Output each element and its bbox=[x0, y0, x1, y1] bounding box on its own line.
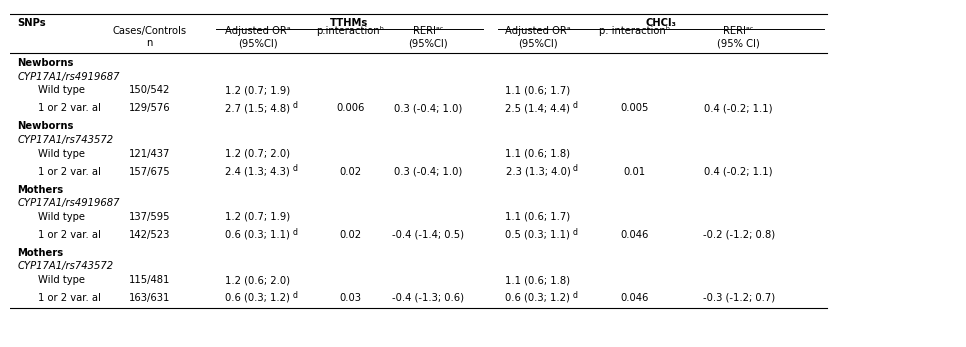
Text: (95%CI): (95%CI) bbox=[238, 38, 277, 48]
Text: d: d bbox=[573, 291, 578, 300]
Text: 1 or 2 var. al: 1 or 2 var. al bbox=[38, 167, 100, 177]
Text: 137/595: 137/595 bbox=[129, 212, 171, 222]
Text: 0.03: 0.03 bbox=[339, 293, 361, 303]
Text: n: n bbox=[147, 38, 153, 48]
Text: TTHMs: TTHMs bbox=[329, 17, 368, 27]
Text: CYP17A1/rs4919687: CYP17A1/rs4919687 bbox=[17, 72, 120, 82]
Text: 1 or 2 var. al: 1 or 2 var. al bbox=[38, 103, 100, 113]
Text: Cases/Controls: Cases/Controls bbox=[113, 26, 186, 36]
Text: -0.2 (-1.2; 0.8): -0.2 (-1.2; 0.8) bbox=[702, 230, 775, 240]
Text: 0.3 (-0.4; 1.0): 0.3 (-0.4; 1.0) bbox=[394, 103, 462, 113]
Text: Newborns: Newborns bbox=[17, 58, 73, 68]
Text: 142/523: 142/523 bbox=[129, 230, 170, 240]
Text: 0.4 (-0.2; 1.1): 0.4 (-0.2; 1.1) bbox=[704, 167, 773, 177]
Text: Adjusted ORᵃ: Adjusted ORᵃ bbox=[505, 26, 571, 36]
Text: (95% CI): (95% CI) bbox=[717, 38, 760, 48]
Text: 0.6 (0.3; 1.2): 0.6 (0.3; 1.2) bbox=[225, 293, 290, 303]
Text: 0.01: 0.01 bbox=[623, 167, 645, 177]
Text: 163/631: 163/631 bbox=[129, 293, 170, 303]
Text: Wild type: Wild type bbox=[38, 212, 85, 222]
Text: 0.5 (0.3; 1.1): 0.5 (0.3; 1.1) bbox=[505, 230, 570, 240]
Text: CYP17A1/rs743572: CYP17A1/rs743572 bbox=[17, 261, 113, 271]
Text: 0.046: 0.046 bbox=[620, 293, 648, 303]
Text: 1.1 (0.6; 1.7): 1.1 (0.6; 1.7) bbox=[505, 212, 571, 222]
Text: CYP17A1/rs743572: CYP17A1/rs743572 bbox=[17, 135, 113, 145]
Text: 0.02: 0.02 bbox=[339, 230, 361, 240]
Text: 0.3 (-0.4; 1.0): 0.3 (-0.4; 1.0) bbox=[394, 167, 462, 177]
Text: 0.6 (0.3; 1.2): 0.6 (0.3; 1.2) bbox=[505, 293, 570, 303]
Text: 1.1 (0.6; 1.8): 1.1 (0.6; 1.8) bbox=[505, 149, 570, 159]
Text: 1 or 2 var. al: 1 or 2 var. al bbox=[38, 293, 100, 303]
Text: CHCl₃: CHCl₃ bbox=[645, 17, 676, 27]
Text: 157/675: 157/675 bbox=[128, 167, 171, 177]
Text: 2.4 (1.3; 4.3): 2.4 (1.3; 4.3) bbox=[225, 167, 290, 177]
Text: -0.4 (-1.3; 0.6): -0.4 (-1.3; 0.6) bbox=[392, 293, 464, 303]
Text: 0.005: 0.005 bbox=[620, 103, 648, 113]
Text: -0.3 (-1.2; 0.7): -0.3 (-1.2; 0.7) bbox=[702, 293, 775, 303]
Text: d: d bbox=[293, 291, 298, 300]
Text: (95%CI): (95%CI) bbox=[518, 38, 557, 48]
Text: 1.1 (0.6; 1.8): 1.1 (0.6; 1.8) bbox=[505, 275, 570, 285]
Text: 2.7 (1.5; 4.8): 2.7 (1.5; 4.8) bbox=[225, 103, 290, 113]
Text: 115/481: 115/481 bbox=[129, 275, 170, 285]
Text: d: d bbox=[293, 101, 298, 110]
Text: 2.3 (1.3; 4.0): 2.3 (1.3; 4.0) bbox=[505, 167, 570, 177]
Text: p.interactionᵇ: p.interactionᵇ bbox=[317, 26, 384, 36]
Text: 1.1 (0.6; 1.7): 1.1 (0.6; 1.7) bbox=[505, 85, 571, 95]
Text: d: d bbox=[573, 101, 578, 110]
Text: 0.02: 0.02 bbox=[339, 167, 361, 177]
Text: -0.4 (-1.4; 0.5): -0.4 (-1.4; 0.5) bbox=[392, 230, 464, 240]
Text: p. interactionᵇ: p. interactionᵇ bbox=[599, 26, 670, 36]
Text: d: d bbox=[573, 228, 578, 237]
Text: RERIᵃᶜ: RERIᵃᶜ bbox=[724, 26, 753, 36]
Text: 2.5 (1.4; 4.4): 2.5 (1.4; 4.4) bbox=[505, 103, 570, 113]
Text: Wild type: Wild type bbox=[38, 149, 85, 159]
Text: 1.2 (0.7; 2.0): 1.2 (0.7; 2.0) bbox=[225, 149, 290, 159]
Text: 0.006: 0.006 bbox=[336, 103, 364, 113]
Text: 0.4 (-0.2; 1.1): 0.4 (-0.2; 1.1) bbox=[704, 103, 773, 113]
Text: (95%CI): (95%CI) bbox=[409, 38, 448, 48]
Text: 0.6 (0.3; 1.1): 0.6 (0.3; 1.1) bbox=[225, 230, 290, 240]
Text: 150/542: 150/542 bbox=[129, 85, 170, 95]
Text: Newborns: Newborns bbox=[17, 121, 73, 132]
Text: 121/437: 121/437 bbox=[129, 149, 170, 159]
Text: 1.2 (0.6; 2.0): 1.2 (0.6; 2.0) bbox=[225, 275, 290, 285]
Text: Wild type: Wild type bbox=[38, 85, 85, 95]
Text: RERIᵃᶜ: RERIᵃᶜ bbox=[412, 26, 443, 36]
Text: 129/576: 129/576 bbox=[128, 103, 171, 113]
Text: SNPs: SNPs bbox=[17, 17, 45, 27]
Text: CYP17A1/rs4919687: CYP17A1/rs4919687 bbox=[17, 198, 120, 208]
Text: 0.046: 0.046 bbox=[620, 230, 648, 240]
Text: d: d bbox=[573, 164, 578, 174]
Text: 1.2 (0.7; 1.9): 1.2 (0.7; 1.9) bbox=[225, 85, 290, 95]
Text: d: d bbox=[293, 228, 298, 237]
Text: 1 or 2 var. al: 1 or 2 var. al bbox=[38, 230, 100, 240]
Text: 1.2 (0.7; 1.9): 1.2 (0.7; 1.9) bbox=[225, 212, 290, 222]
Text: Wild type: Wild type bbox=[38, 275, 85, 285]
Text: Mothers: Mothers bbox=[17, 185, 64, 195]
Text: d: d bbox=[293, 164, 298, 174]
Text: Mothers: Mothers bbox=[17, 248, 64, 258]
Text: Adjusted ORᵃ: Adjusted ORᵃ bbox=[225, 26, 291, 36]
